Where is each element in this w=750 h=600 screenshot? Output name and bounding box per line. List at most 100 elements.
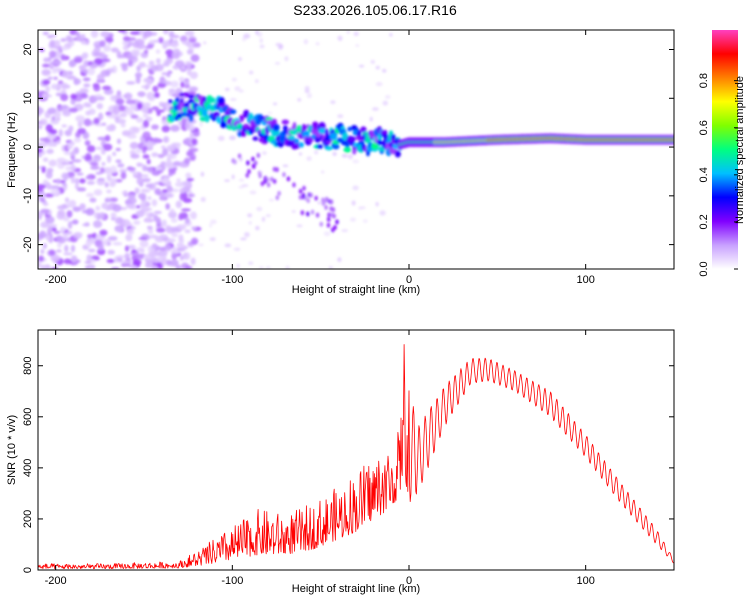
noise-cell bbox=[152, 137, 160, 143]
streak-cell bbox=[258, 173, 262, 179]
noise-cell bbox=[176, 178, 181, 182]
noise-cell bbox=[91, 255, 100, 260]
streak-cell bbox=[266, 182, 271, 188]
noise-cell bbox=[148, 93, 156, 102]
noise-cell bbox=[153, 92, 160, 98]
noise-cell bbox=[187, 91, 197, 96]
noise-cell bbox=[179, 187, 186, 194]
noise-cell bbox=[320, 170, 325, 174]
noise-cell bbox=[298, 152, 303, 156]
noise-cell bbox=[45, 123, 53, 132]
noise-cell bbox=[119, 168, 128, 174]
x-tick-label: 0 bbox=[406, 575, 412, 587]
noise-cell bbox=[315, 42, 320, 46]
noise-cell bbox=[351, 200, 356, 206]
noise-cell bbox=[93, 189, 103, 196]
noise-cell bbox=[46, 148, 54, 154]
noise-cell bbox=[38, 141, 47, 148]
noise-cell bbox=[120, 171, 127, 180]
noise-cell bbox=[64, 197, 70, 203]
noise-cell bbox=[72, 159, 82, 163]
noise-cell bbox=[363, 219, 368, 223]
noise-cell bbox=[67, 141, 75, 147]
ridge-cell bbox=[270, 118, 278, 126]
noise-cell bbox=[90, 30, 99, 38]
noise-cell bbox=[61, 104, 68, 110]
noise-cell bbox=[59, 226, 67, 232]
spectrogram-y-ticks: -20 -10 0 10 20 bbox=[22, 43, 674, 253]
noise-cell bbox=[99, 40, 106, 48]
colorbar-gradient bbox=[712, 30, 738, 269]
noise-cell bbox=[265, 214, 271, 218]
streak-cell bbox=[247, 168, 251, 174]
noise-cell bbox=[141, 200, 147, 206]
streak-cell bbox=[309, 192, 313, 198]
noise-cell bbox=[55, 235, 63, 242]
noise-cell bbox=[153, 210, 162, 215]
noise-cell bbox=[190, 54, 200, 63]
ridge-cell bbox=[292, 142, 301, 149]
noise-cell bbox=[198, 243, 204, 247]
streak-cell bbox=[275, 167, 279, 173]
noise-cell bbox=[200, 171, 205, 177]
noise-cell bbox=[165, 49, 174, 56]
noise-cell bbox=[126, 228, 135, 236]
streak-cell bbox=[300, 210, 305, 216]
noise-cell bbox=[142, 112, 149, 118]
noise-cell bbox=[224, 87, 230, 92]
noise-cell bbox=[60, 53, 66, 61]
noise-cell bbox=[83, 118, 92, 127]
noise-cell bbox=[275, 42, 282, 47]
streak-cell bbox=[329, 206, 333, 212]
noise-cell bbox=[57, 80, 64, 85]
noise-cell bbox=[188, 213, 193, 217]
noise-cell bbox=[328, 266, 333, 269]
noise-cell bbox=[132, 41, 140, 49]
noise-cell bbox=[247, 213, 253, 218]
noise-cell bbox=[102, 143, 113, 151]
noise-cell bbox=[84, 140, 91, 146]
noise-cell bbox=[126, 197, 137, 205]
ridge-cell bbox=[371, 142, 379, 150]
noise-cell bbox=[166, 158, 172, 167]
noise-cell bbox=[38, 255, 45, 262]
snr-y-label: SNR (10 * v/v) bbox=[6, 415, 18, 485]
noise-cell bbox=[158, 37, 164, 44]
ridge-cell bbox=[175, 96, 180, 103]
chart-title: S233.2026.105.06.17.R16 bbox=[293, 2, 457, 18]
noise-cell bbox=[238, 178, 245, 182]
noise-cell bbox=[179, 35, 188, 43]
noise-cell bbox=[189, 86, 199, 92]
noise-cell bbox=[42, 31, 49, 36]
streak-cell bbox=[286, 176, 291, 182]
noise-cell bbox=[178, 212, 189, 220]
noise-cell bbox=[70, 93, 77, 100]
noise-cell bbox=[189, 132, 194, 138]
noise-cell bbox=[164, 193, 175, 198]
colorbar-tick-label: 0.0 bbox=[698, 261, 710, 276]
streak-cell bbox=[324, 205, 328, 211]
streak-cell bbox=[245, 172, 250, 178]
noise-cell bbox=[53, 230, 61, 234]
ridge-cell bbox=[167, 99, 174, 104]
noise-cell bbox=[133, 220, 141, 225]
noise-cell bbox=[122, 45, 129, 51]
noise-cell bbox=[173, 160, 181, 167]
noise-cell bbox=[179, 192, 184, 201]
noise-cell bbox=[126, 81, 136, 85]
noise-cell bbox=[40, 208, 50, 214]
noise-cell bbox=[236, 263, 240, 268]
noise-cell bbox=[191, 138, 198, 146]
noise-cell bbox=[79, 65, 85, 72]
noise-cell bbox=[97, 177, 106, 181]
ridge-cell bbox=[199, 116, 206, 122]
noise-cell bbox=[135, 148, 142, 154]
noise-cell bbox=[131, 50, 139, 58]
noise-cell bbox=[190, 257, 196, 266]
noise-cell bbox=[77, 128, 87, 135]
noise-cell bbox=[144, 212, 150, 217]
noise-cell bbox=[89, 162, 99, 166]
noise-cell bbox=[145, 183, 153, 188]
noise-cell bbox=[161, 178, 169, 185]
